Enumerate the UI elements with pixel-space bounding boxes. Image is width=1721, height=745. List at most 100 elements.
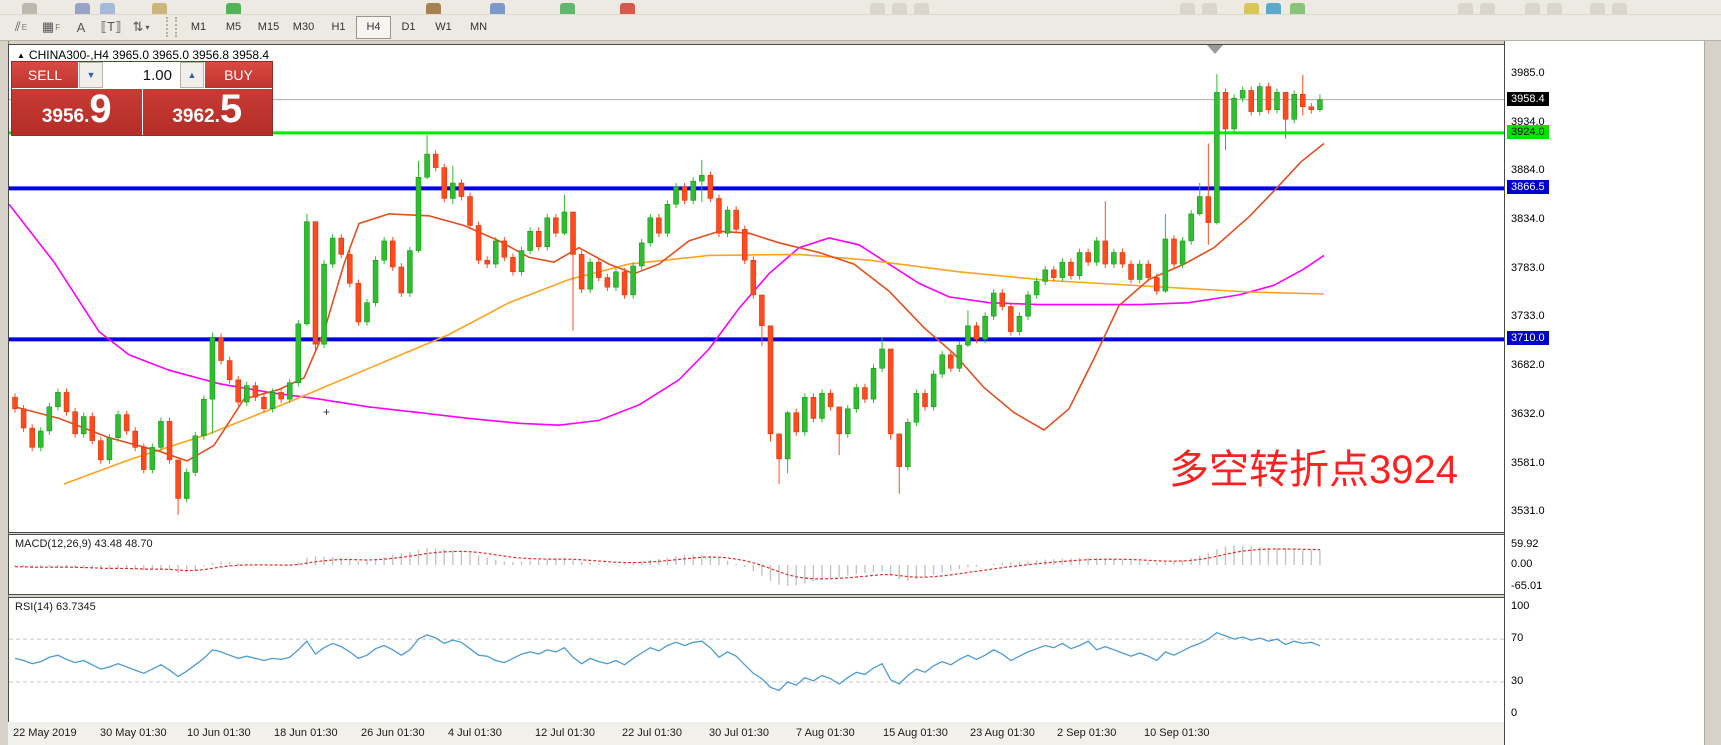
time-axis-label: 22 Jul 01:30	[622, 727, 682, 739]
price-axis-label: 3710.0	[1507, 331, 1549, 346]
rsi-axis-label: 30	[1511, 674, 1524, 687]
toolbar-icon[interactable]	[75, 3, 90, 14]
price-axis-label: 3531.0	[1511, 505, 1545, 518]
time-axis-label: 4 Jul 01:30	[448, 727, 502, 739]
rsi-label: RSI(14) 63.7345	[15, 601, 96, 613]
toolbar-icon[interactable]	[560, 3, 575, 14]
price-axis-label: 3924.0	[1507, 124, 1549, 139]
toolbar-icon[interactable]	[1547, 3, 1562, 14]
tf-button-w1[interactable]: W1	[435, 21, 452, 33]
toolbar-icon[interactable]	[100, 3, 115, 14]
toolbar-icon[interactable]	[892, 3, 907, 14]
toolbar-icon[interactable]	[1525, 3, 1540, 14]
volume-decrease-button[interactable]: ▼	[79, 62, 103, 88]
tf-button-mn[interactable]: MN	[469, 21, 488, 33]
price-axis-label: 3733.0	[1511, 310, 1545, 323]
toolbar-icon[interactable]	[226, 3, 241, 14]
toolbar-icon[interactable]	[1180, 3, 1195, 14]
price-axis-label: 3834.0	[1511, 212, 1545, 225]
toolbar-icon[interactable]	[1266, 3, 1281, 14]
price-axis-label: 3958.4	[1507, 91, 1549, 106]
toolbar-row-tools: ⫽ E ▦ F A ⟦T⟧ ⇅ ▾ M1 M5 M15 M30 H1 H4 D1 W1…	[0, 14, 1721, 40]
collapse-arrow-icon[interactable]: ▲	[17, 51, 25, 60]
sell-price-main: 3956.	[41, 106, 90, 127]
buy-button[interactable]: BUY	[204, 62, 272, 88]
rsi-line	[14, 631, 1321, 692]
price-axis-label: 3884.0	[1511, 164, 1545, 177]
buy-price-big-digit: 5	[219, 87, 243, 131]
tf-button-m1[interactable]: M1	[190, 21, 207, 33]
macd-axis-label: 59.92	[1511, 537, 1539, 550]
tf-button-h1[interactable]: H1	[331, 21, 346, 33]
toolbar-icon[interactable]	[1590, 3, 1605, 14]
price-axis-label: 3985.0	[1511, 67, 1545, 79]
time-axis-label: 15 Aug 01:30	[883, 727, 948, 739]
sell-price-big-digit: 9	[89, 87, 112, 131]
macd-axis-label: 0.00	[1511, 558, 1533, 570]
price-axis[interactable]: 3985.0 3958.4 3934.0 3924.0 3884.0 3866.5 3834…	[1504, 41, 1704, 745]
toolbar-icon[interactable]	[1244, 3, 1259, 14]
price-axis-label: 3866.5	[1507, 180, 1549, 195]
toolbar-icon[interactable]	[914, 3, 929, 14]
line-studies-icon[interactable]: ⫽ E	[14, 19, 28, 34]
main-chart-panel[interactable]: ▲ CHINA300-,H4 3965.0 3965.0 3956.8 3958.…	[8, 44, 1505, 533]
price-axis-label: 3682.0	[1511, 359, 1545, 372]
toolbar-icon[interactable]	[1290, 3, 1305, 14]
time-axis-label: 2 Sep 01:30	[1057, 727, 1117, 739]
time-axis-label: 26 Jun 01:30	[361, 727, 425, 739]
price-axis-label: 3632.0	[1511, 407, 1545, 420]
chart-annotation-text[interactable]: 多空转折点3924	[1169, 448, 1458, 492]
toolbar-icon[interactable]	[490, 3, 505, 14]
one-click-trade-panel: SELL ▼ 1.00 ▲ BUY 3956. 9 3962. 5	[11, 61, 273, 136]
toolbar-icon[interactable]	[1612, 3, 1627, 14]
toolbar-icon[interactable]	[22, 3, 37, 14]
toolbar-icon[interactable]	[1480, 3, 1495, 14]
time-axis[interactable]: 22 May 2019 30 May 01:30 10 Jun 01:30 18 Ju…	[8, 722, 1504, 745]
tf-button-m15[interactable]: M15	[257, 21, 280, 33]
sell-button[interactable]: SELL	[12, 62, 79, 88]
arrows-tool-icon[interactable]: ⇅ ▾	[132, 19, 150, 34]
toolbar-grip[interactable]	[166, 17, 177, 37]
grid-icon[interactable]: ▦ F	[41, 19, 61, 34]
text-tool-icon[interactable]: A	[76, 19, 86, 35]
time-axis-label: 10 Sep 01:30	[1144, 727, 1210, 739]
volume-increase-button[interactable]: ▲	[180, 62, 204, 88]
toolbar-row-top	[0, 0, 1721, 15]
toolbar-icon[interactable]	[870, 3, 885, 14]
rsi-panel[interactable]: RSI(14) 63.7345	[8, 597, 1505, 723]
time-axis-label: 30 May 01:30	[100, 727, 167, 739]
rsi-svg[interactable]	[9, 598, 1504, 722]
rsi-axis-label: 70	[1511, 632, 1524, 645]
time-axis-label: 22 May 2019	[13, 727, 77, 739]
main-chart-svg[interactable]	[9, 45, 1504, 532]
sell-price-display[interactable]: 3956. 9	[12, 89, 143, 135]
toolbar-icon[interactable]	[426, 3, 441, 14]
toolbar-icon[interactable]	[620, 3, 635, 14]
macd-histogram	[14, 545, 1321, 587]
time-axis-label: 30 Jul 01:30	[709, 727, 769, 739]
candles	[12, 74, 1323, 515]
time-axis-label: 7 Aug 01:30	[796, 727, 855, 739]
right-scrollbar[interactable]	[1704, 41, 1721, 745]
scroll-to-end-icon[interactable]	[1207, 45, 1223, 54]
buy-price-display[interactable]: 3962. 5	[142, 87, 272, 135]
macd-panel[interactable]: MACD(12,26,9) 43.48 48.70	[8, 534, 1505, 595]
time-axis-label: 18 Jun 01:30	[274, 727, 338, 739]
tf-button-d1[interactable]: D1	[401, 21, 416, 33]
crosshair-cursor: +	[323, 405, 331, 419]
tf-button-m30[interactable]: M30	[292, 21, 315, 33]
tf-button-h4[interactable]: H4	[356, 15, 391, 39]
tf-button-m5[interactable]: M5	[225, 21, 242, 33]
toolbar-icon[interactable]	[1202, 3, 1217, 14]
moving-averages	[9, 142, 1325, 485]
macd-svg[interactable]	[9, 535, 1504, 594]
toolbar-icon[interactable]	[1458, 3, 1473, 14]
label-tool-icon[interactable]: ⟦T⟧	[100, 19, 122, 34]
chevron-down-icon: ▾	[145, 22, 150, 32]
chart-header: ▲ CHINA300-,H4 3965.0 3965.0 3956.8 3958.…	[17, 48, 269, 62]
toolbar-icon[interactable]	[152, 3, 167, 14]
time-axis-label: 23 Aug 01:30	[970, 727, 1035, 739]
macd-axis-label: -65.01	[1511, 580, 1543, 593]
volume-input[interactable]: 1.00	[103, 62, 180, 88]
